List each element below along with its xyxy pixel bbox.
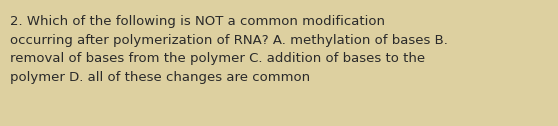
Text: 2. Which of the following is NOT a common modification
occurring after polymeriz: 2. Which of the following is NOT a commo…: [10, 15, 448, 84]
